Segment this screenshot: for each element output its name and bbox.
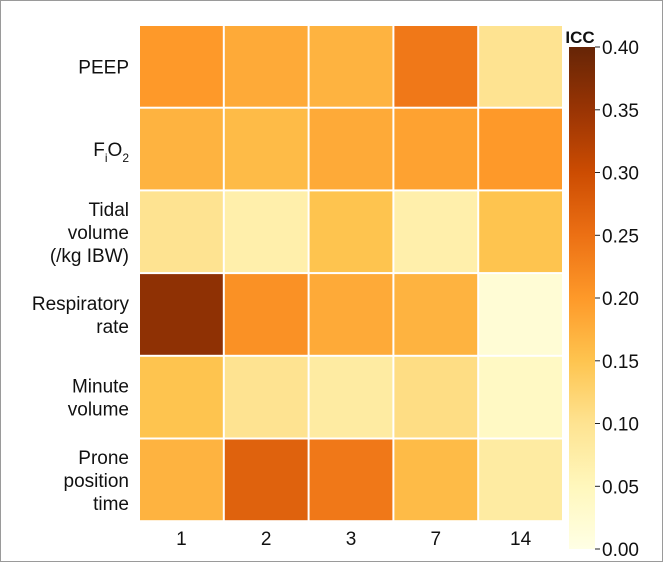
heatmap-cell: [394, 26, 478, 107]
colorbar-tick-label: 0.10: [602, 415, 639, 436]
heatmap-cell: [479, 191, 562, 273]
heatmap-cell: [479, 439, 562, 521]
colorbar-tick-label: 0.40: [602, 38, 639, 59]
column-label: 3: [346, 529, 357, 550]
heatmap-cell: [224, 191, 308, 273]
column-label: 14: [510, 529, 532, 550]
colorbar-tick-label: 0.20: [602, 289, 639, 310]
heatmap-cells: [140, 26, 562, 521]
row-label: PEEP: [78, 57, 129, 78]
colorbar-ticks: 0.00 0.05 0.10 0.15 0.20 0.25 0.30 0.35 0.40: [595, 38, 639, 561]
colorbar-tick-label: 0.30: [602, 164, 639, 185]
heatmap-cell: [309, 108, 393, 190]
row-label: Minute volume: [68, 377, 129, 421]
colorbar: ICC 0.00 0.05 0.10 0.15 0.20 0.25 0.30 0.35 0.40: [565, 28, 639, 561]
heatmap-cell: [309, 191, 393, 273]
heatmap-cell: [140, 191, 223, 273]
heatmap-cell: [479, 274, 562, 355]
heatmap-cell: [479, 108, 562, 190]
heatmap-cell: [224, 108, 308, 190]
heatmap-cell: [394, 191, 478, 273]
colorbar-title: ICC: [565, 28, 594, 47]
colorbar-tick-label: 0.00: [602, 540, 639, 561]
colorbar-tick-label: 0.35: [602, 101, 639, 122]
row-label: Tidal volume (/kg IBW): [50, 200, 129, 267]
row-label: Respiratory rate: [32, 294, 130, 338]
heatmap-cell: [394, 108, 478, 190]
heatmap-cell: [140, 108, 223, 190]
heatmap-cell: [309, 274, 393, 355]
colorbar-tick-label: 0.15: [602, 352, 639, 373]
heatmap-cell: [224, 274, 308, 355]
column-label: 7: [431, 529, 442, 550]
row-label: FiO2: [93, 140, 129, 165]
heatmap-cell: [394, 356, 478, 438]
row-labels: PEEP FiO2 Tidal volume (/kg IBW) Respiratory r…: [32, 57, 130, 514]
heatmap-cell: [224, 439, 308, 521]
heatmap-cell: [224, 26, 308, 107]
colorbar-tick-label: 0.25: [602, 226, 639, 247]
heatmap-cell: [309, 439, 393, 521]
heatmap-cell: [394, 274, 478, 355]
row-label: Prone position time: [64, 448, 130, 515]
heatmap-cell: [140, 356, 223, 438]
column-labels: 1 2 3 7 14: [176, 529, 531, 550]
heatmap-cell: [479, 356, 562, 438]
heatmap-cell: [309, 356, 393, 438]
heatmap-cell: [224, 356, 308, 438]
heatmap-cell: [140, 26, 223, 107]
colorbar-gradient: [569, 47, 595, 549]
heatmap-cell: [394, 439, 478, 521]
heatmap-cell: [309, 26, 393, 107]
heatmap-cell: [479, 26, 562, 107]
heatmap-cell: [140, 439, 223, 521]
colorbar-tick-label: 0.05: [602, 477, 639, 498]
column-label: 2: [261, 529, 272, 550]
column-label: 1: [176, 529, 187, 550]
heatmap-cell: [140, 274, 223, 355]
